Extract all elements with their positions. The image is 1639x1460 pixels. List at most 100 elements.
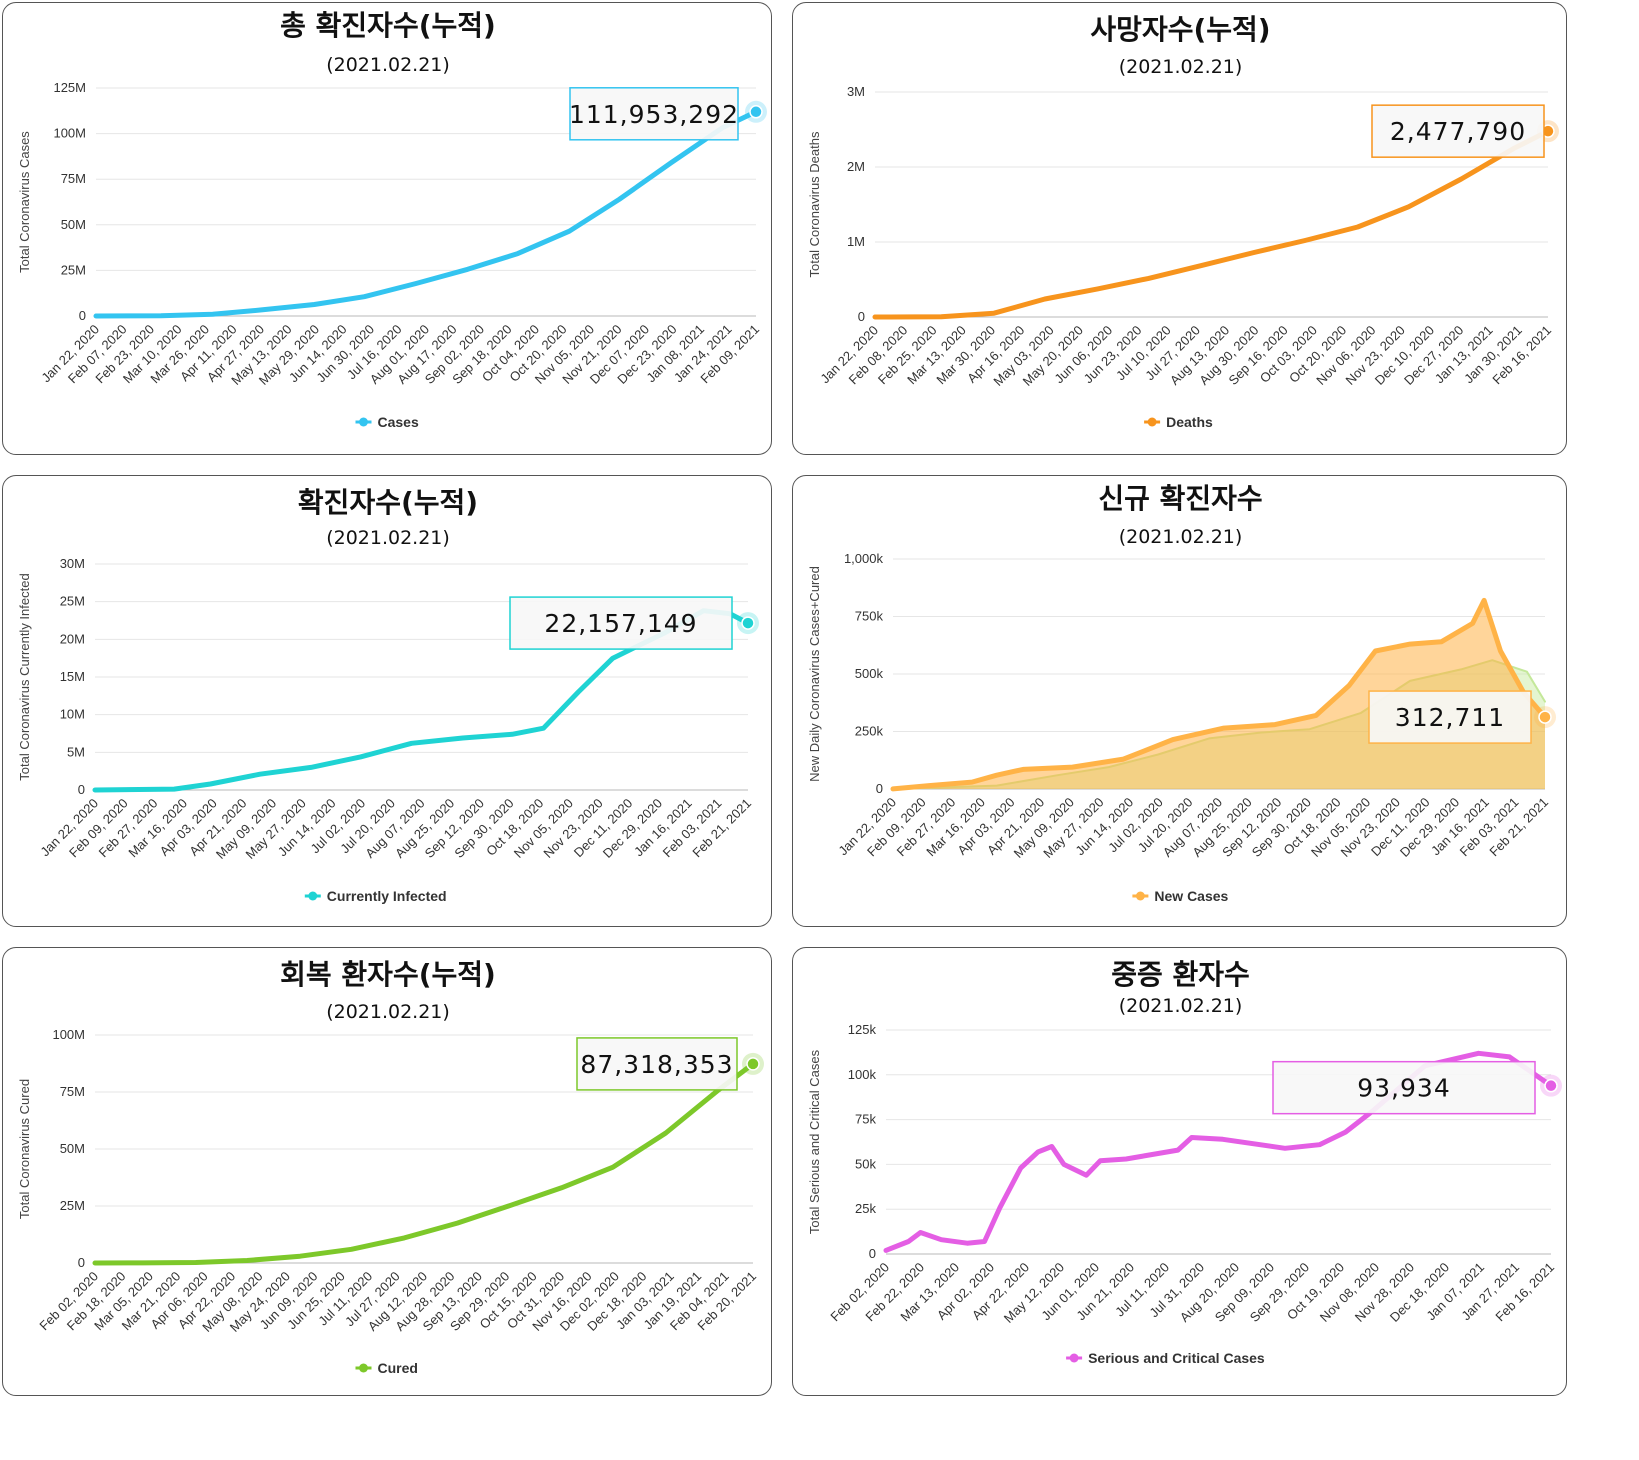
value-tooltip — [569, 87, 739, 141]
legend-item[interactable]: New Cases — [1132, 888, 1229, 904]
legend-label: Serious and Critical Cases — [1088, 1350, 1265, 1366]
chart-panel-cured: 회복 환자수(누적) (2021.02.21) 0 25M 50M 75M 100M Tota… — [2, 947, 772, 1396]
legend-item[interactable]: Currently Infected — [304, 888, 447, 904]
y-tick-label: 1M — [847, 234, 865, 249]
chart-panel-currently-infected: 확진자수(누적) (2021.02.21) 0 5M 10M 15M 20M 25M 30M To… — [2, 475, 772, 927]
chart-panel-serious: 중증 환자수 (2021.02.21) 0 25k 50k 75k 100k 125k Tota… — [792, 947, 1567, 1396]
legend-item[interactable]: Deaths — [1144, 414, 1213, 430]
y-tick-label: 0 — [858, 309, 865, 324]
y-tick-label: 25M — [61, 262, 86, 277]
chart-title: 총 확진자수(누적) — [280, 9, 496, 42]
legend-label: New Cases — [1154, 888, 1228, 904]
legend-item[interactable]: Cases — [355, 414, 419, 430]
end-point-marker[interactable] — [1544, 1078, 1558, 1093]
series-line — [890, 597, 1548, 792]
value-tooltip — [576, 1037, 738, 1091]
legend-swatch-dot — [359, 417, 368, 427]
legend-swatch-dot — [1135, 891, 1145, 901]
new-cases-chart: 신규 확진자수 (2021.02.21) 0 250k 500k 750k 1,000k Ne… — [807, 482, 1556, 904]
y-tick-label: 30M — [60, 556, 85, 571]
y-tick-label: 100M — [52, 1027, 85, 1042]
y-tick-label: 50M — [61, 217, 86, 232]
y-tick-label: 25M — [60, 594, 85, 609]
y-tick-label: 2M — [847, 159, 865, 174]
legend-swatch-dot — [1069, 1353, 1079, 1363]
y-tick-label: 20M — [60, 631, 85, 646]
legend-swatch-dot — [359, 1363, 368, 1373]
legend-item[interactable]: Serious and Critical Cases — [1066, 1350, 1265, 1366]
chart-title: 사망자수(누적) — [1090, 13, 1270, 46]
tooltip-value: 312,711 — [1395, 703, 1505, 732]
y-tick-label: 125M — [53, 80, 86, 95]
y-tick-label: 75M — [61, 171, 86, 186]
y-tick-label: 0 — [78, 782, 85, 797]
y-tick-label: 25k — [855, 1201, 876, 1216]
chart-panel-new-cases: 신규 확진자수 (2021.02.21) 0 250k 500k 750k 1,000k Ne… — [792, 475, 1567, 927]
y-tick-label: 75M — [60, 1084, 85, 1099]
y-tick-label: 250k — [855, 724, 884, 739]
value-tooltip — [1272, 1060, 1536, 1115]
y-tick-label: 50k — [855, 1156, 876, 1171]
y-axis-label: Total Coronavirus Cases — [17, 131, 32, 273]
end-point-marker[interactable] — [749, 105, 763, 119]
series-line — [93, 109, 759, 319]
y-tick-label: 0 — [869, 1246, 876, 1261]
legend-swatch-dot — [308, 891, 318, 901]
end-point-marker[interactable] — [746, 1057, 760, 1071]
serious-cases-chart: 중증 환자수 (2021.02.21) 0 25k 50k 75k 100k 125k Tota… — [807, 958, 1562, 1366]
y-tick-label: 75k — [855, 1112, 876, 1127]
chart-panel-deaths: 사망자수(누적) (2021.02.21) 0 1M 2M 3M Total Coronav… — [792, 2, 1567, 455]
chart-title: 회복 환자수(누적) — [280, 958, 496, 991]
tooltip-value: 93,934 — [1357, 1074, 1450, 1103]
y-tick-label: 0 — [876, 781, 883, 796]
chart-title: 확진자수(누적) — [298, 486, 478, 519]
y-tick-label: 5M — [67, 744, 85, 759]
total-cases-chart: 총 확진자수(누적) (2021.02.21) 0 25M 50M 75M 100M 125M… — [17, 9, 767, 430]
chart-title: 중증 환자수 — [1111, 958, 1250, 991]
legend-item[interactable]: Cured — [355, 1360, 418, 1376]
series-line — [92, 1061, 756, 1266]
cured-chart: 회복 환자수(누적) (2021.02.21) 0 25M 50M 75M 100M Tota… — [17, 958, 764, 1376]
chart-subtitle: (2021.02.21) — [326, 527, 450, 549]
tooltip-value: 22,157,149 — [544, 609, 697, 638]
value-tooltip — [1371, 104, 1545, 158]
y-tick-label: 50M — [60, 1141, 85, 1156]
y-tick-label: 750k — [855, 609, 884, 624]
tooltip-value: 111,953,292 — [569, 100, 739, 129]
chart-title: 신규 확진자수 — [1098, 482, 1262, 515]
chart-subtitle: (2021.02.21) — [326, 1001, 450, 1023]
y-tick-label: 100k — [848, 1067, 877, 1082]
y-tick-label: 0 — [78, 1255, 85, 1270]
chart-subtitle: (2021.02.21) — [326, 54, 450, 76]
legend-swatch-dot — [1147, 417, 1157, 427]
y-axis-label: New Daily Coronavirus Cases+Cured — [807, 566, 822, 782]
legend-label: Currently Infected — [327, 888, 447, 904]
y-axis-label: Total Coronavirus Currently Infected — [17, 573, 32, 780]
deaths-chart: 사망자수(누적) (2021.02.21) 0 1M 2M 3M Total Coronav… — [807, 13, 1559, 430]
y-tick-label: 1,000k — [844, 551, 884, 566]
legend-label: Cases — [378, 414, 419, 430]
y-tick-label: 10M — [60, 707, 85, 722]
currently-infected-chart: 확진자수(누적) (2021.02.21) 0 5M 10M 15M 20M 25M 30M To… — [17, 486, 759, 904]
chart-subtitle: (2021.02.21) — [1119, 526, 1243, 548]
end-point-marker[interactable] — [741, 616, 755, 630]
y-axis-label: Total Coronavirus Cured — [17, 1079, 32, 1219]
legend-label: Deaths — [1166, 414, 1213, 430]
tooltip-value: 2,477,790 — [1390, 117, 1526, 146]
chart-subtitle: (2021.02.21) — [1119, 995, 1243, 1017]
y-tick-label: 0 — [79, 308, 86, 323]
chart-subtitle: (2021.02.21) — [1119, 56, 1243, 78]
legend-label: Cured — [378, 1360, 418, 1376]
chart-panel-total-cases: 총 확진자수(누적) (2021.02.21) 0 25M 50M 75M 100M 125M… — [2, 2, 772, 455]
series-line — [872, 128, 1551, 320]
y-tick-label: 15M — [60, 669, 85, 684]
y-tick-label: 500k — [855, 666, 884, 681]
value-tooltip — [509, 596, 733, 650]
end-point-marker[interactable] — [1538, 710, 1552, 724]
y-axis-label: Total Coronavirus Deaths — [807, 131, 822, 277]
y-tick-label: 3M — [847, 84, 865, 99]
y-axis-label: Total Serious and Critical Cases — [807, 1049, 822, 1234]
value-tooltip — [1368, 690, 1532, 744]
y-tick-label: 100M — [53, 126, 86, 141]
y-tick-label: 125k — [848, 1022, 877, 1037]
